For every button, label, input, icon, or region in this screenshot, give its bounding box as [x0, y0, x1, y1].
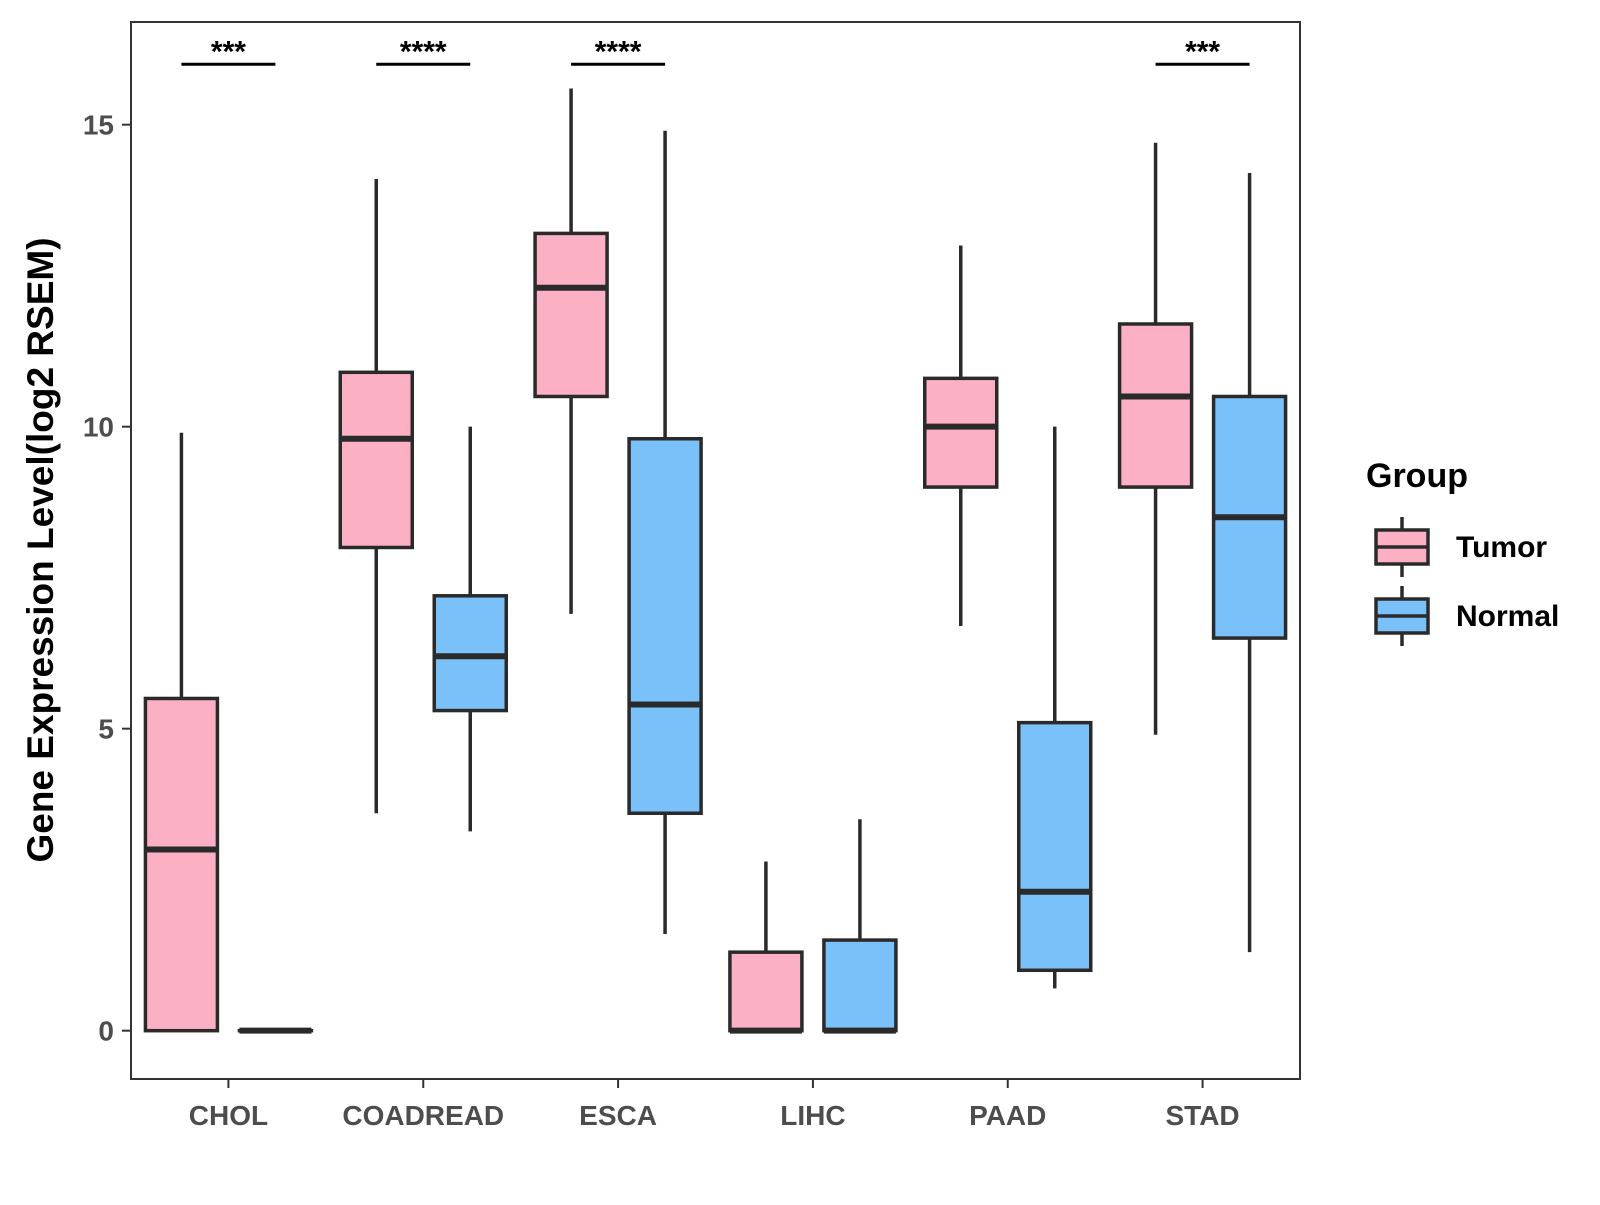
box-tumor-stad: [1120, 143, 1192, 735]
box-normal-paad: [1019, 427, 1091, 989]
box-tumor-coadread: [340, 179, 412, 813]
box-tumor-chol: [145, 433, 217, 1031]
significance-annotations: **************: [181, 35, 1249, 68]
legend-label: Normal: [1456, 600, 1559, 633]
y-tick-label: 15: [83, 110, 114, 141]
box-tumor-lihc: [730, 862, 802, 1031]
legend-item-normal: Normal: [1376, 586, 1559, 646]
significance-label: ****: [595, 35, 642, 68]
box-tumor-esca: [535, 88, 607, 613]
box-iqr: [629, 439, 701, 813]
x-tick-label: COADREAD: [342, 1100, 504, 1131]
x-tick-label: ESCA: [579, 1100, 657, 1131]
x-tick-label: STAD: [1166, 1100, 1240, 1131]
y-tick-label: 5: [98, 714, 114, 745]
box-iqr: [925, 378, 997, 487]
box-iqr: [434, 596, 506, 711]
significance-label: ****: [400, 35, 447, 68]
y-tick-label: 10: [83, 412, 114, 443]
x-tick-label: LIHC: [780, 1100, 845, 1131]
box-tumor-paad: [925, 245, 997, 626]
y-tick-label: 0: [98, 1016, 114, 1047]
box-iqr: [824, 940, 896, 1031]
plot-panel-border: [131, 22, 1300, 1079]
box-series: [145, 88, 1285, 1030]
y-axis: 0 5 10 15: [83, 110, 131, 1047]
box-normal-coadread: [434, 427, 506, 832]
box-iqr: [1120, 324, 1192, 487]
box-iqr: [1019, 723, 1091, 971]
box-normal-esca: [629, 131, 701, 934]
x-axis: CHOL COADREAD ESCA LIHC PAAD STAD: [189, 1079, 1240, 1131]
box-iqr: [340, 372, 412, 547]
box-iqr: [145, 698, 217, 1030]
box-iqr: [535, 233, 607, 396]
significance-label: ***: [211, 35, 246, 68]
significance-label: ***: [1185, 35, 1220, 68]
box-iqr: [730, 952, 802, 1031]
x-tick-label: PAAD: [969, 1100, 1046, 1131]
legend: Tumor Normal: [1376, 517, 1559, 646]
y-axis-title: Gene Expression Level(log2 RSEM): [20, 237, 61, 862]
legend-label: Tumor: [1456, 531, 1547, 564]
x-tick-label: CHOL: [189, 1100, 268, 1131]
box-normal-lihc: [824, 819, 896, 1030]
box-normal-stad: [1214, 173, 1286, 952]
legend-title: Group: [1366, 457, 1468, 495]
legend-item-tumor: Tumor: [1376, 517, 1547, 577]
